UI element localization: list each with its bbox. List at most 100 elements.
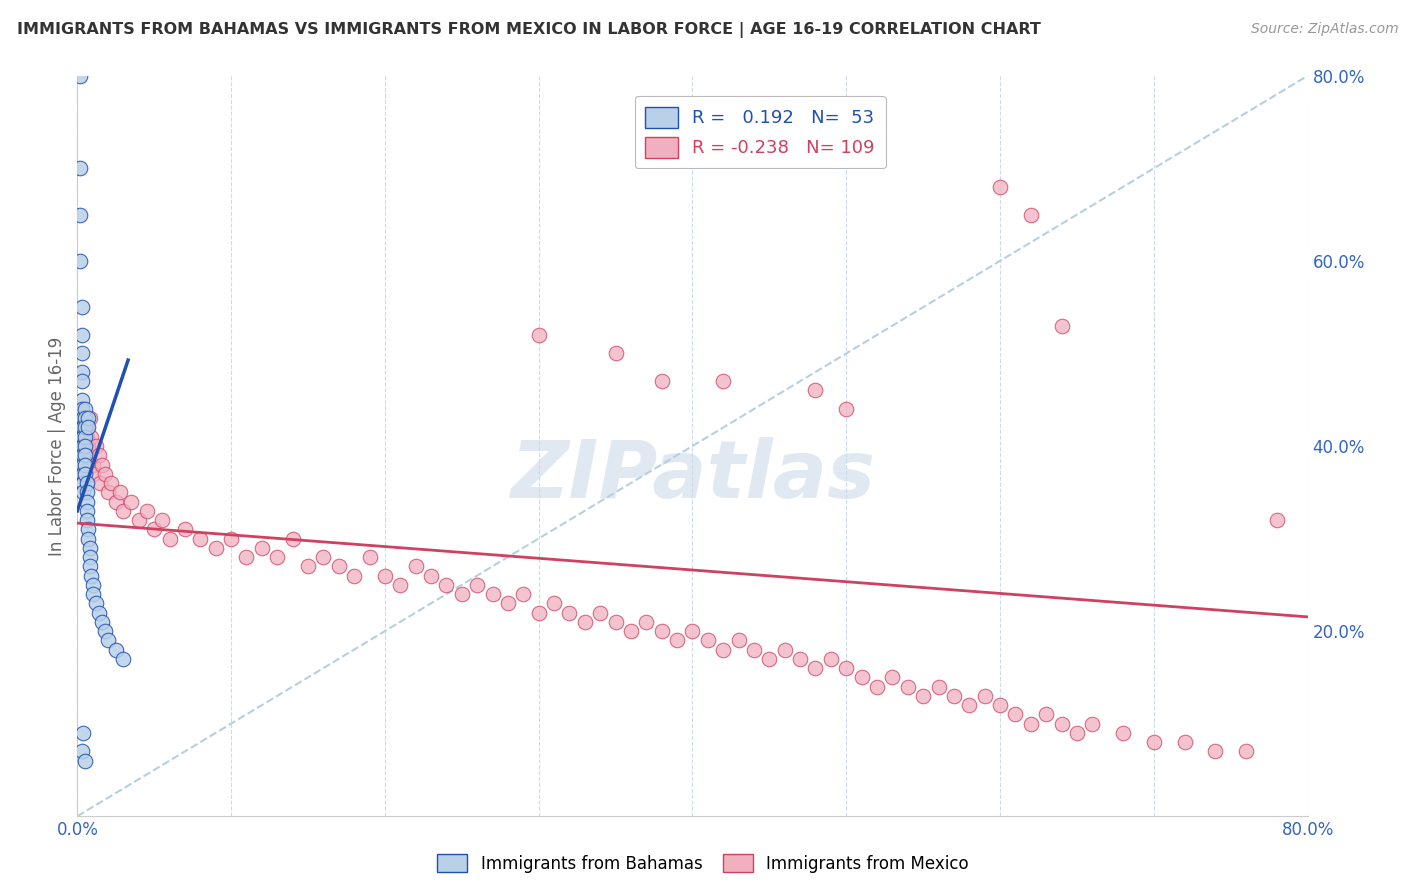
Point	[835, 401, 858, 416]
Point	[82, 467, 104, 481]
Point	[76, 420, 98, 434]
Point	[882, 670, 904, 684]
Point	[72, 420, 94, 434]
Point	[343, 568, 366, 582]
Point	[804, 384, 827, 398]
Point	[820, 652, 842, 666]
Point	[73, 420, 96, 434]
Point	[97, 485, 120, 500]
Point	[804, 661, 827, 675]
Point	[1112, 726, 1135, 740]
Point	[711, 642, 734, 657]
Point	[512, 587, 534, 601]
Point	[988, 179, 1011, 194]
Point	[143, 522, 166, 536]
Point	[374, 568, 396, 582]
Point	[89, 476, 111, 491]
Point	[73, 448, 96, 462]
Point	[73, 411, 96, 425]
Point	[973, 689, 995, 703]
Point	[1019, 208, 1042, 222]
Point	[72, 448, 94, 462]
Point	[1066, 726, 1088, 740]
Point	[80, 568, 103, 582]
Point	[465, 578, 488, 592]
Point	[73, 430, 96, 444]
Point	[605, 615, 627, 629]
Point	[1004, 707, 1026, 722]
Legend: R =   0.192   N=  53, R = -0.238   N= 109: R = 0.192 N= 53, R = -0.238 N= 109	[634, 96, 886, 169]
Point	[159, 532, 181, 546]
Point	[312, 549, 335, 565]
Point	[77, 439, 100, 453]
Point	[76, 430, 98, 444]
Point	[79, 411, 101, 425]
Point	[696, 633, 718, 648]
Point	[204, 541, 226, 555]
Point	[682, 624, 704, 639]
Point	[70, 401, 93, 416]
Point	[851, 670, 873, 684]
Point	[558, 606, 581, 620]
Point	[70, 365, 93, 379]
Point	[73, 420, 96, 434]
Point	[110, 485, 132, 500]
Point	[104, 494, 127, 508]
Point	[90, 458, 114, 472]
Point	[112, 504, 135, 518]
Point	[742, 642, 765, 657]
Point	[97, 633, 120, 648]
Point	[897, 680, 920, 694]
Point	[574, 615, 596, 629]
Point	[1174, 735, 1197, 749]
Point	[359, 549, 381, 565]
Point	[1265, 513, 1288, 527]
Point	[76, 439, 98, 453]
Point	[711, 374, 734, 388]
Point	[82, 458, 104, 472]
Point	[94, 467, 117, 481]
Point	[281, 532, 304, 546]
Point	[87, 606, 110, 620]
Point	[1234, 744, 1257, 758]
Point	[1050, 318, 1073, 333]
Point	[84, 439, 107, 453]
Point	[72, 467, 94, 481]
Point	[928, 680, 950, 694]
Point	[76, 476, 98, 491]
Point	[988, 698, 1011, 712]
Point	[481, 587, 503, 601]
Point	[69, 411, 91, 425]
Point	[77, 448, 100, 462]
Y-axis label: In Labor Force | Age 16-19: In Labor Force | Age 16-19	[48, 336, 66, 556]
Point	[70, 327, 93, 342]
Point	[135, 504, 157, 518]
Point	[73, 754, 96, 768]
Point	[174, 522, 197, 536]
Point	[72, 411, 94, 425]
Point	[219, 532, 242, 546]
Point	[72, 411, 94, 425]
Point	[188, 532, 212, 546]
Point	[72, 458, 94, 472]
Point	[73, 439, 96, 453]
Point	[150, 513, 173, 527]
Point	[69, 253, 91, 268]
Point	[84, 596, 107, 610]
Point	[70, 744, 93, 758]
Text: Source: ZipAtlas.com: Source: ZipAtlas.com	[1251, 22, 1399, 37]
Point	[80, 430, 103, 444]
Point	[120, 494, 142, 508]
Point	[297, 559, 319, 574]
Point	[128, 513, 150, 527]
Point	[70, 420, 93, 434]
Point	[104, 642, 127, 657]
Point	[620, 624, 643, 639]
Point	[76, 485, 98, 500]
Point	[266, 549, 288, 565]
Point	[651, 374, 673, 388]
Text: IMMIGRANTS FROM BAHAMAS VS IMMIGRANTS FROM MEXICO IN LABOR FORCE | AGE 16-19 COR: IMMIGRANTS FROM BAHAMAS VS IMMIGRANTS FR…	[17, 22, 1040, 38]
Point	[79, 549, 101, 565]
Point	[651, 624, 673, 639]
Point	[1050, 716, 1073, 731]
